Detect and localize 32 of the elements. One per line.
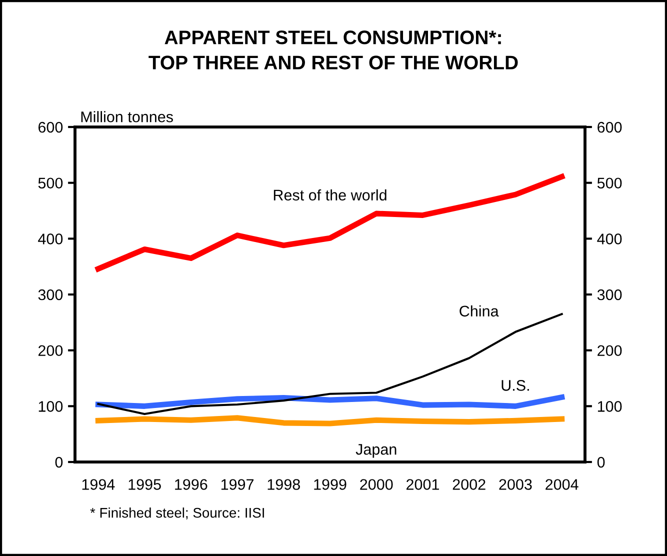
x-tick-label: 1999: [314, 479, 346, 490]
y-tick-label: 600: [38, 122, 63, 133]
series-label: China: [460, 305, 499, 317]
x-tick-label: 1997: [221, 479, 254, 490]
x-tick-label: 2002: [452, 479, 486, 490]
x-tick-label: 2004: [546, 479, 578, 490]
y-tick-label: 0: [55, 456, 63, 468]
x-tick-label: 2000: [360, 479, 393, 490]
y-tick-label: 100: [38, 401, 63, 412]
y2-tick-label: 600: [598, 122, 622, 133]
y2-tick-label: 500: [597, 178, 622, 189]
series-label: Rest of the world: [274, 189, 386, 201]
chart-title: APPARENT STEEL CONSUMPTION*: TOP THREE AND REST OF THE WORLD: [148, 30, 518, 70]
y-axis-title: Million tonnes: [81, 111, 173, 122]
y2-tick-label: 200: [598, 345, 622, 356]
series-label: Japan: [356, 444, 396, 458]
y2-tick-label: 100: [598, 401, 622, 412]
y2-tick-label: 0: [597, 456, 605, 468]
text: * Finished steel; Source: IISI: [90, 508, 264, 520]
x-tick-label: 1995: [128, 479, 161, 490]
x-tick-label: 2001: [406, 479, 439, 490]
y-tick-label: 500: [38, 178, 63, 189]
y2-tick-label: 300: [597, 289, 622, 300]
x-tick-label: 1996: [175, 479, 208, 490]
y-tick-label: 200: [38, 345, 63, 356]
y-tick-label: 400: [38, 234, 63, 244]
x-tick-label: 1998: [268, 479, 300, 490]
y2-tick-label: 400: [597, 234, 622, 244]
x-tick-label: 1994: [82, 479, 115, 490]
x-tick-label: 2003: [499, 479, 532, 490]
y-tick-label: 300: [38, 289, 63, 300]
series-label: U.S.: [502, 380, 529, 391]
